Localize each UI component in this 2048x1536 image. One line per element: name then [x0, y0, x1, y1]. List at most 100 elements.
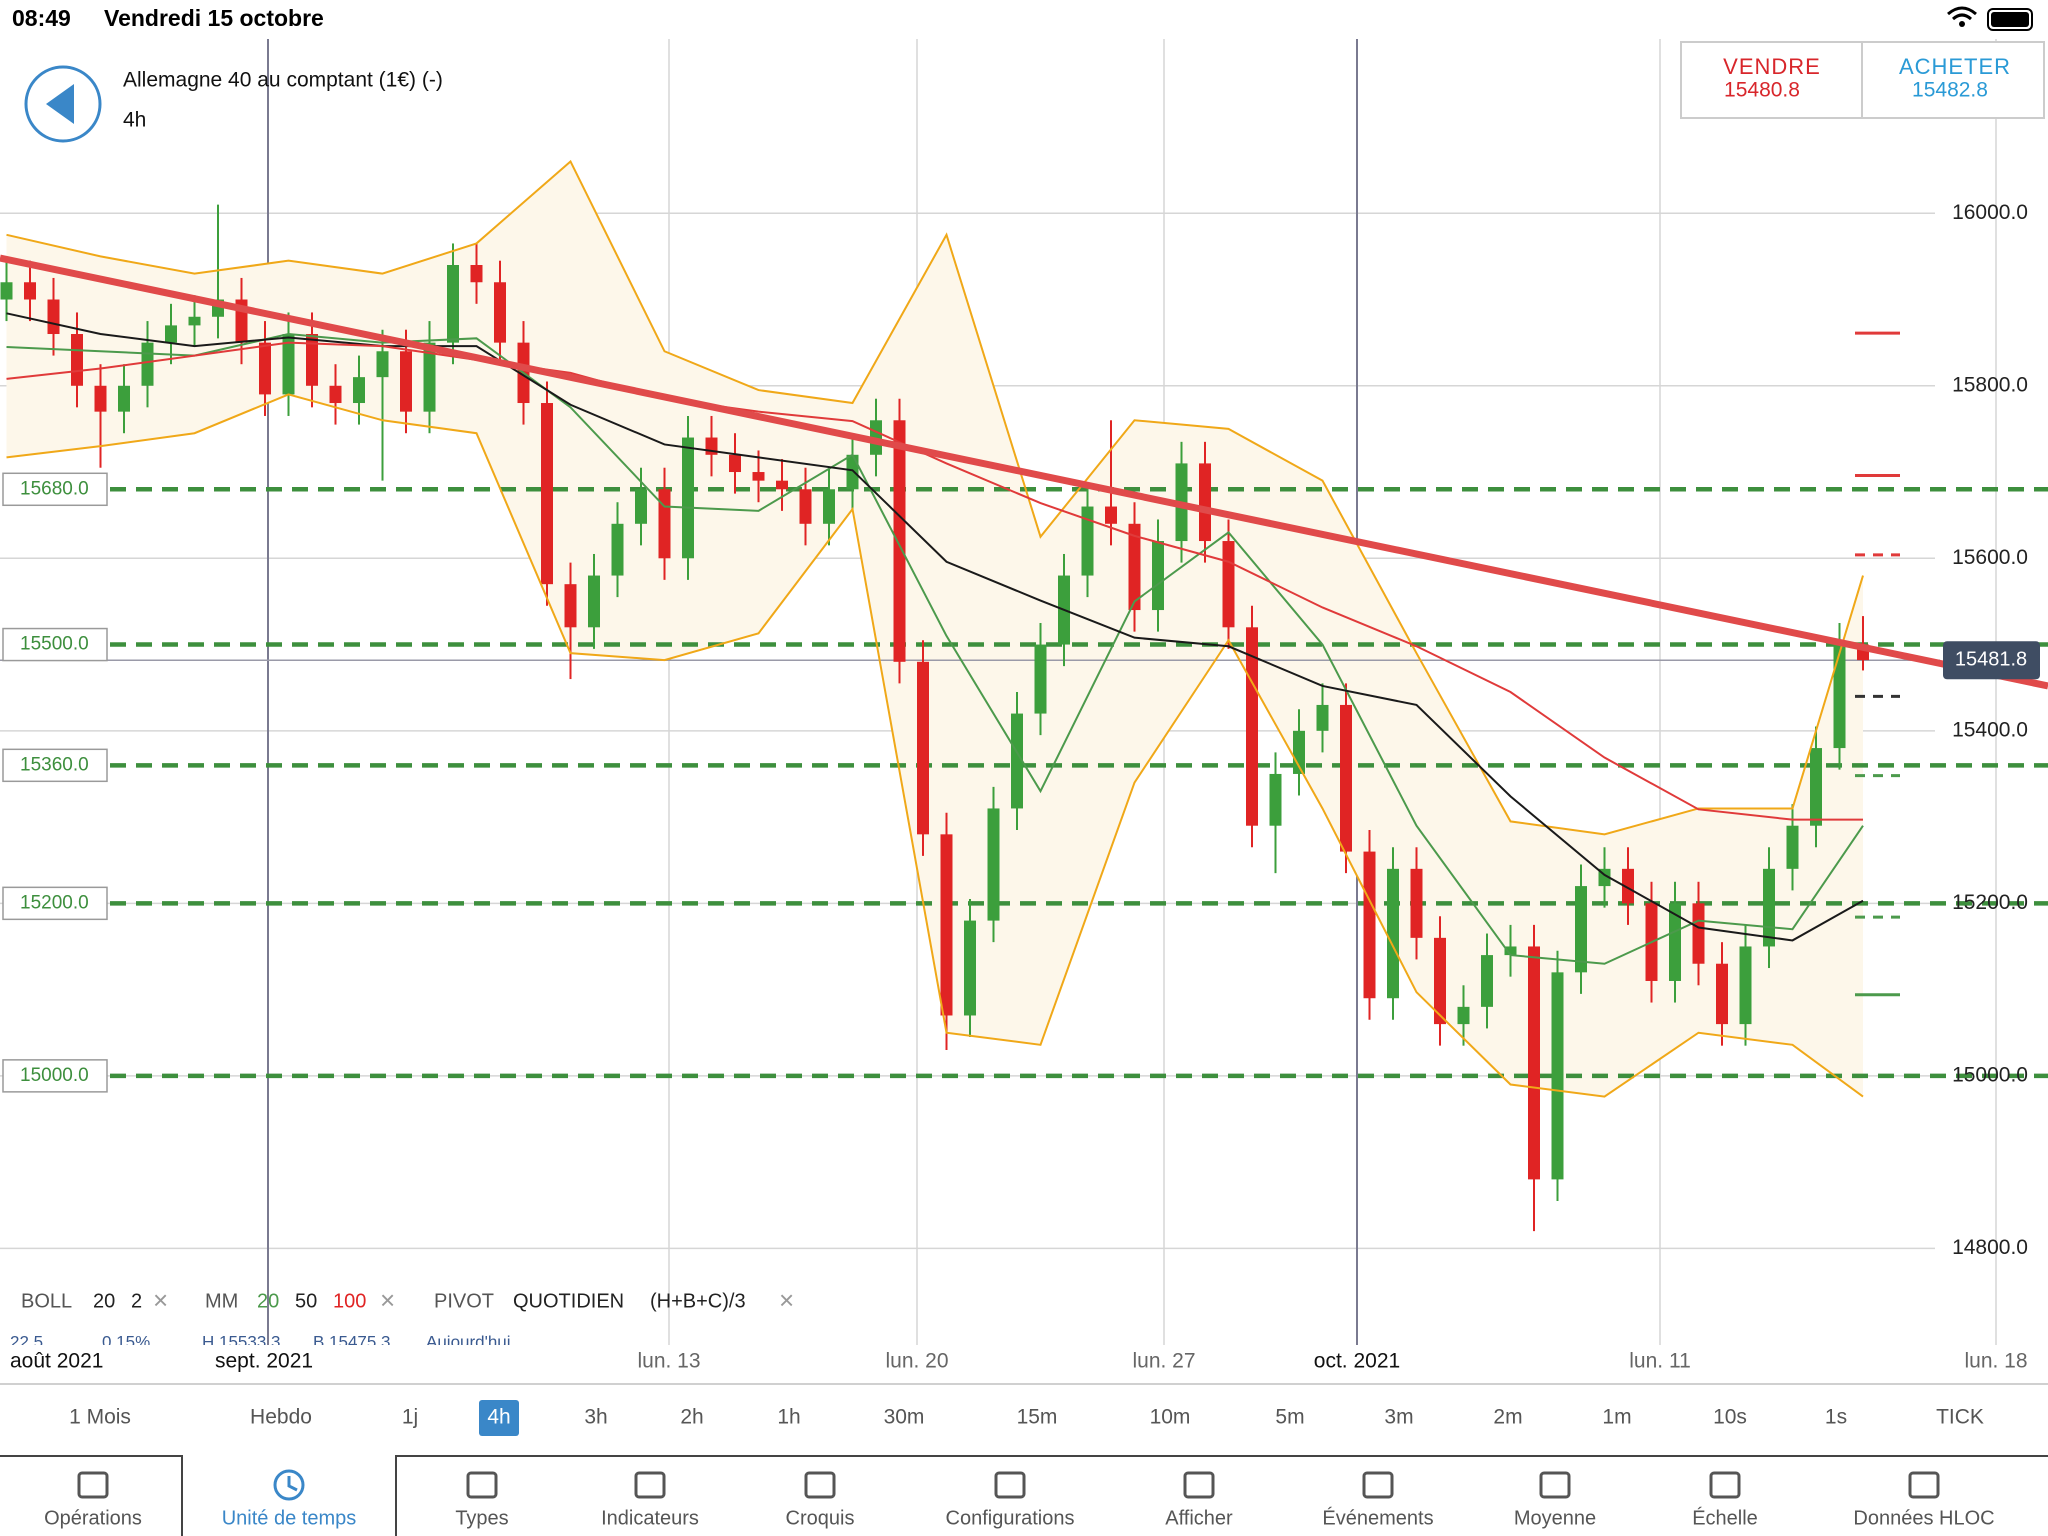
candle-body: [1410, 868, 1423, 938]
last-price-badge: [1943, 641, 2040, 680]
timeframe-option[interactable]: 2h: [680, 1406, 703, 1429]
tab-label[interactable]: Types: [455, 1507, 508, 1529]
candle-body: [1692, 903, 1705, 964]
timeframe-option[interactable]: 1m: [1602, 1406, 1631, 1429]
tab-label[interactable]: Configurations: [946, 1507, 1075, 1529]
legend-remove[interactable]: ×: [779, 1285, 794, 1315]
legend-boll: 2: [131, 1290, 142, 1312]
candle-body: [776, 480, 788, 490]
indicator-line: [6, 333, 1864, 965]
timeframe-option[interactable]: 10s: [1713, 1406, 1747, 1429]
x-tick-label: lun. 13: [637, 1350, 700, 1373]
candle-body: [1739, 946, 1752, 1025]
candle-body: [1034, 644, 1047, 714]
candle-body: [846, 454, 859, 490]
legend-remove[interactable]: ×: [153, 1285, 168, 1315]
buy-label[interactable]: ACHETER: [1899, 54, 2011, 79]
timeframe-option[interactable]: 1j: [402, 1406, 418, 1429]
candle-body: [1504, 946, 1517, 956]
timeframe-label: 4h: [123, 109, 146, 132]
y-tick-label: 16000.0: [1952, 201, 2028, 224]
sell-label[interactable]: VENDRE: [1723, 54, 1821, 79]
timeframe-option[interactable]: Hebdo: [250, 1406, 312, 1429]
pivot-label: 15200.0: [20, 892, 89, 913]
candle-body: [1340, 704, 1352, 852]
timeframe-option[interactable]: 3m: [1384, 1406, 1413, 1429]
legend-remove[interactable]: ×: [380, 1285, 395, 1315]
last-price-label: 15481.8: [1955, 649, 2027, 671]
x-tick-label: lun. 27: [1132, 1350, 1195, 1373]
tab-label[interactable]: Afficher: [1165, 1507, 1233, 1529]
date-label-bg: [4, 1349, 116, 1377]
status-date: Vendredi 15 octobre: [104, 5, 324, 31]
x-tick-label: lun. 11: [1629, 1350, 1691, 1373]
candle-body: [71, 334, 83, 386]
tab-label[interactable]: Échelle: [1692, 1506, 1758, 1529]
candle-body: [306, 334, 318, 386]
candle-body: [752, 472, 765, 481]
sell-price[interactable]: 15480.8: [1724, 79, 1800, 102]
x-tick-label: oct. 2021: [1314, 1350, 1400, 1373]
y-tick-label: 15400.0: [1952, 718, 2028, 741]
tab-label[interactable]: Croquis: [786, 1507, 855, 1529]
tab-label[interactable]: Données HLOC: [1853, 1507, 1994, 1529]
timeframe-option[interactable]: 5m: [1275, 1406, 1304, 1429]
wifi-dot: [1959, 21, 1965, 27]
tab-icon: [804, 1471, 836, 1499]
candle-body: [1387, 868, 1399, 999]
timeframe-option[interactable]: 2m: [1493, 1406, 1522, 1429]
timeframe-option[interactable]: 3h: [584, 1406, 607, 1429]
candle-body: [423, 342, 436, 412]
indicator-line: [6, 312, 1864, 942]
pivot-label-box: [2, 472, 108, 507]
candle-body: [400, 351, 412, 412]
candle-body: [494, 282, 506, 343]
trendline: [0, 254, 2048, 690]
timeframe-option[interactable]: 1s: [1825, 1406, 1847, 1429]
candle-body: [1152, 541, 1164, 611]
back-arrow: [46, 84, 74, 124]
indicator-line: [6, 341, 1863, 821]
candle-body: [24, 282, 36, 300]
timeframe-option[interactable]: 15m: [1017, 1406, 1058, 1429]
candle-body: [611, 523, 624, 576]
buy-price[interactable]: 15482.8: [1912, 79, 1988, 102]
candle-body: [870, 420, 882, 455]
tab-label[interactable]: Unité de temps: [222, 1507, 357, 1529]
wifi-icon: [1947, 6, 1977, 21]
candle-body: [917, 661, 929, 835]
candle-body: [1457, 1006, 1470, 1025]
tab-icon: [77, 1471, 109, 1499]
date-label-bg: [209, 1349, 321, 1377]
timeframe-option[interactable]: 4h: [487, 1406, 510, 1429]
timeframe-option[interactable]: TICK: [1936, 1406, 1984, 1429]
legend-boll: BOLL: [21, 1290, 72, 1312]
tab-icon: [1183, 1471, 1215, 1499]
candle-body: [141, 342, 154, 386]
candle-body: [987, 808, 1000, 921]
legend-mm: 20: [257, 1290, 279, 1312]
battery: [1987, 8, 2033, 31]
plot-area: [0, 39, 2048, 1345]
tab-label[interactable]: Moyenne: [1514, 1507, 1596, 1529]
candle-body: [94, 385, 107, 412]
legend-info-text: H 15533.3: [202, 1332, 280, 1351]
timeframe-option[interactable]: 10m: [1150, 1406, 1191, 1429]
legend-info: 22.5 0.15% H 15533.3 B 15475.3 Aujourd'hui: [10, 1332, 511, 1351]
tab-label[interactable]: Indicateurs: [601, 1507, 699, 1529]
tab-icon: [287, 1476, 298, 1492]
candle-body: [635, 489, 647, 524]
timeframe-option[interactable]: 1h: [777, 1406, 800, 1429]
tab-label[interactable]: Opérations: [44, 1507, 142, 1529]
legend-mm: MM: [205, 1290, 238, 1312]
tab-label[interactable]: Événements: [1322, 1506, 1433, 1529]
legend-pivot: QUOTIDIEN: [513, 1290, 624, 1312]
candle-body: [541, 403, 553, 585]
timeframe-option[interactable]: 30m: [884, 1406, 925, 1429]
candle-body: [1833, 644, 1846, 749]
pivot-label-box: [2, 886, 108, 921]
pivot-label-box: [2, 627, 108, 662]
candle-body: [47, 299, 60, 335]
timeframe-option[interactable]: 1 Mois: [69, 1406, 131, 1429]
candle-body: [1269, 773, 1282, 826]
